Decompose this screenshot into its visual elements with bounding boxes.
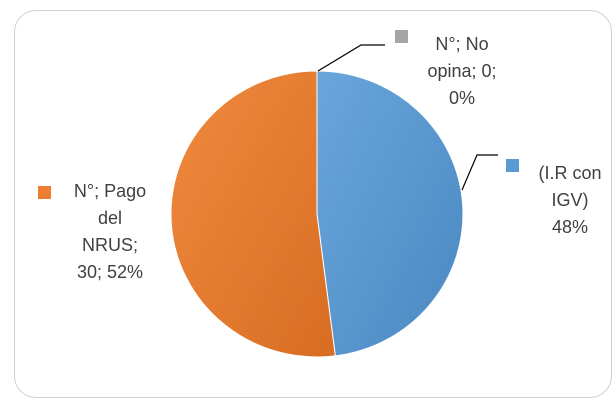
data-label-line: N°; Pago (74, 181, 146, 201)
data-label-1: (I.R con IGV) 48% (538, 163, 601, 237)
data-label-line: IGV) (551, 190, 588, 210)
data-label-line: 0% (449, 88, 475, 108)
label-swatch-2 (38, 186, 51, 199)
data-label-line: 30; 52% (77, 262, 143, 282)
data-label-2: N°; Pago del NRUS; 30; 52% (74, 181, 146, 282)
data-label-line: N°; No (435, 34, 488, 54)
label-swatch-0 (395, 30, 408, 43)
leader-line-1 (461, 154, 498, 191)
data-label-line: opina; 0; (427, 61, 496, 81)
leader-line-0 (317, 44, 385, 72)
label-swatch-1 (506, 159, 519, 172)
data-label-line: 48% (552, 217, 588, 237)
data-label-line: del (98, 208, 122, 228)
data-label-line: (I.R con (538, 163, 601, 183)
pie-slice-1 (316, 70, 464, 357)
data-label-line: NRUS; (82, 235, 138, 255)
data-label-0: N°; No opina; 0; 0% (427, 34, 496, 108)
pie-slice-2 (170, 70, 336, 358)
